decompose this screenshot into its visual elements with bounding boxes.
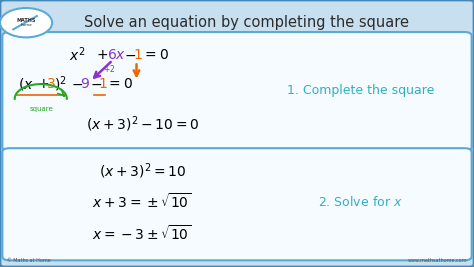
Text: $x + 3 = \pm\sqrt{10}$: $x + 3 = \pm\sqrt{10}$ xyxy=(92,192,192,211)
Text: $= 0$: $= 0$ xyxy=(142,48,169,62)
Text: $(x + 3)^2 - 10 = 0$: $(x + 3)^2 - 10 = 0$ xyxy=(86,114,199,134)
Text: © Maths at Home: © Maths at Home xyxy=(7,258,51,263)
Text: $-$: $-$ xyxy=(124,48,136,62)
Text: square: square xyxy=(30,107,54,112)
Text: $-$: $-$ xyxy=(71,77,83,91)
Text: www.mathsathome.com: www.mathsathome.com xyxy=(407,258,467,263)
Text: $+2$: $+2$ xyxy=(103,62,115,74)
Text: $-$: $-$ xyxy=(90,77,102,91)
Text: $(x + 3)^2 = 10$: $(x + 3)^2 = 10$ xyxy=(99,161,186,181)
Text: $+$: $+$ xyxy=(96,48,109,62)
Text: Solve an equation by completing the square: Solve an equation by completing the squa… xyxy=(84,15,409,30)
Text: $6x$: $6x$ xyxy=(107,48,126,62)
Text: $= 0$: $= 0$ xyxy=(106,77,133,91)
Text: $9$: $9$ xyxy=(80,77,90,91)
Text: $x = -3 \pm \sqrt{10}$: $x = -3 \pm \sqrt{10}$ xyxy=(92,224,192,243)
Text: $1$: $1$ xyxy=(133,48,142,62)
Text: $3$: $3$ xyxy=(46,77,56,91)
Text: 2. Solve for $x$: 2. Solve for $x$ xyxy=(318,195,402,209)
FancyBboxPatch shape xyxy=(2,32,472,151)
Text: home: home xyxy=(20,23,32,27)
Text: 1. Complete the square: 1. Complete the square xyxy=(287,84,434,97)
Text: MATHS: MATHS xyxy=(17,18,36,22)
Text: $1$: $1$ xyxy=(98,77,107,91)
Text: $)^2$: $)^2$ xyxy=(54,74,67,94)
Text: $x^2$: $x^2$ xyxy=(69,45,85,64)
Text: $+$: $+$ xyxy=(37,77,49,91)
Text: $(x$: $(x$ xyxy=(18,76,34,92)
FancyBboxPatch shape xyxy=(2,148,472,260)
Circle shape xyxy=(0,8,52,37)
